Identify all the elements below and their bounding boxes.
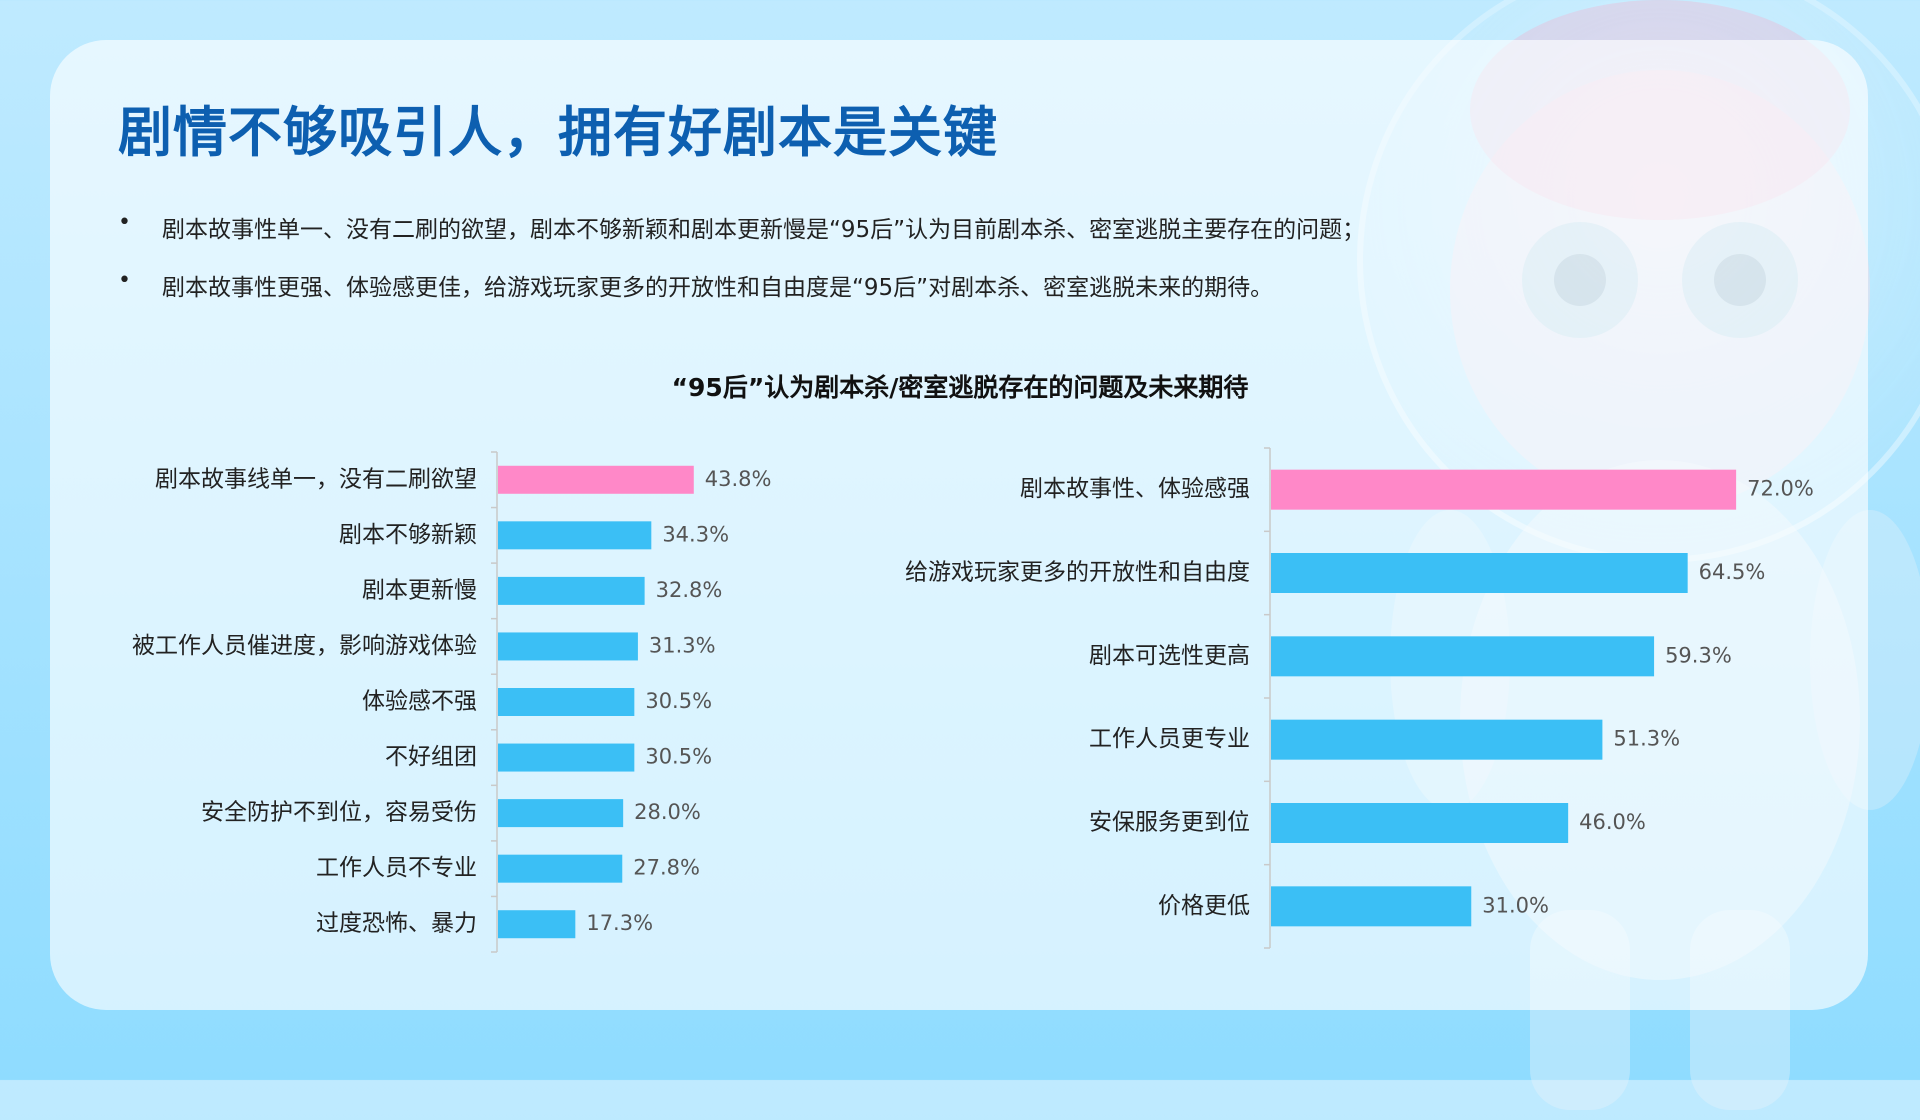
bullet-dot: • [118,268,131,293]
data-label: 27.8% [633,856,700,880]
data-label: 59.3% [1665,643,1732,667]
category-label: 剧本不够新颖 [339,522,477,548]
category-label: 过度恐怖、暴力 [316,911,477,937]
bullet-text: 剧本故事性单一、没有二刷的欲望，剧本不够新颖和剧本更新慢是“95后”认为目前剧本… [162,217,1366,243]
data-label: 30.5% [645,745,712,769]
bar-charts: 剧本故事线单一，没有二刷欲望 43.8% 剧本不够新颖 34.3% 剧本更新慢 32.8%… [132,447,1814,953]
category-label: 工作人员更专业 [1089,726,1250,752]
page-title: 剧情不够吸引人，拥有好剧本是关键 [118,101,998,164]
chart-title: “95后”认为剧本杀/密室逃脱存在的问题及未来期待 [671,373,1249,402]
data-label: 46.0% [1579,810,1646,834]
bar [1271,886,1472,927]
bar [1271,553,1688,593]
category-label: 安保服务更到位 [1089,810,1250,836]
category-label: 给游戏玩家更多的开放性和自由度 [905,560,1250,586]
data-label: 72.0% [1747,477,1814,501]
bar [498,521,652,550]
bar [498,854,623,883]
category-label: 体验感不强 [362,689,477,715]
bullet-dot: • [118,210,131,235]
data-label: 31.0% [1482,893,1549,917]
bullet-text: 剧本故事性更强、体验感更佳，给游戏玩家更多的开放性和自由度是“95后”对剧本杀、… [162,275,1274,301]
data-label: 30.5% [645,689,712,713]
bar [1271,803,1569,843]
bar [1271,719,1603,760]
category-label: 剧本故事线单一，没有二刷欲望 [155,466,477,492]
category-label: 剧本故事性、体验感强 [1020,476,1250,502]
data-label: 43.8% [705,467,772,491]
category-label: 不好组团 [385,744,477,770]
category-label: 剧本更新慢 [362,577,477,603]
bullet-item: • 剧本故事性单一、没有二刷的欲望，剧本不够新颖和剧本更新慢是“95后”认为目前… [118,210,1618,268]
data-label: 51.3% [1613,727,1680,751]
category-label: 剧本可选性更高 [1089,643,1250,669]
category-label: 安全防护不到位，容易受伤 [201,800,477,826]
bar [498,743,635,772]
bar [498,799,624,828]
category-label: 工作人员不专业 [316,855,477,881]
bar [498,632,638,661]
bar [1271,469,1737,510]
data-label: 34.3% [662,522,729,546]
bar [498,576,645,605]
data-label: 32.8% [656,578,723,602]
data-label: 64.5% [1699,560,1766,584]
bar [498,910,576,939]
category-label: 价格更低 [1158,893,1250,919]
bullet-item: • 剧本故事性更强、体验感更佳，给游戏玩家更多的开放性和自由度是“95后”对剧本… [118,268,1618,326]
content-panel [50,40,1868,1010]
bar [1271,636,1655,677]
bar [498,688,635,716]
data-label: 31.3% [649,633,716,657]
data-label: 28.0% [634,800,701,824]
bullet-list: • 剧本故事性单一、没有二刷的欲望，剧本不够新颖和剧本更新慢是“95后”认为目前… [118,210,1618,326]
category-label: 被工作人员催进度，影响游戏体验 [132,633,477,659]
bar [498,465,694,494]
data-label: 17.3% [586,911,653,935]
